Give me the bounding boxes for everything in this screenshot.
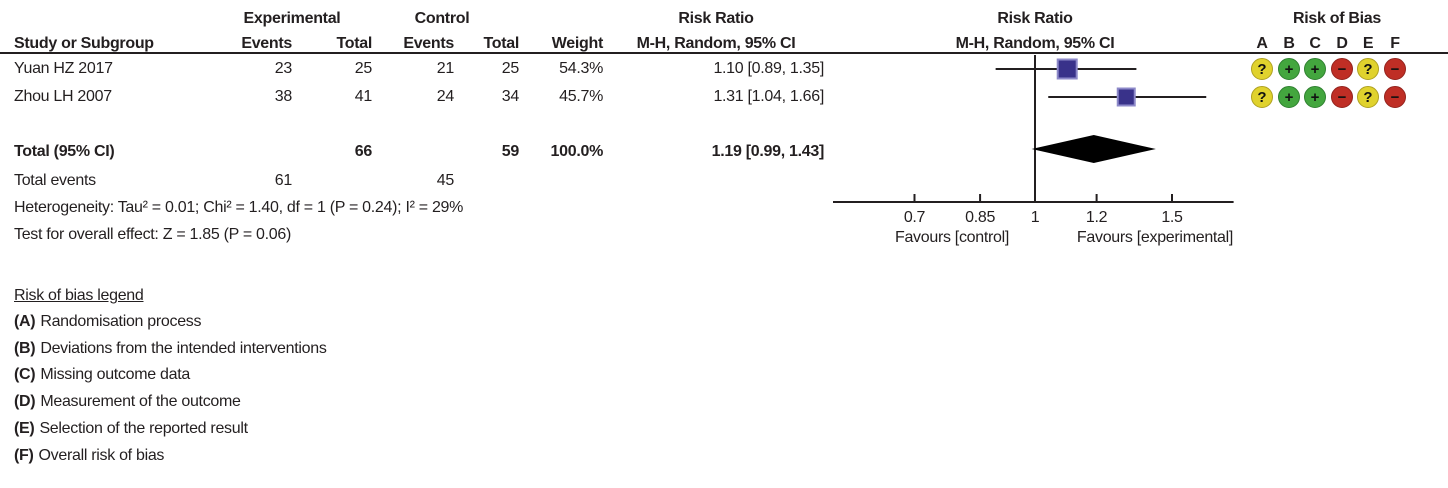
overall-effect-test: Test for overall effect: Z = 1.85 (P = 0… (14, 226, 292, 243)
study-column-header: Study or Subgroup (14, 35, 154, 52)
mh-random-ci-plot-header: M-H, Random, 95% CI (955, 35, 1115, 52)
rob-circle-c: + (1304, 86, 1326, 108)
rob-legend-key: (E) (14, 420, 35, 437)
axis-tick-label: 0.85 (965, 209, 995, 226)
study-rr-ci: 1.31 [1.04, 1.66] (713, 88, 824, 105)
study-rr-ci: 1.10 [0.89, 1.35] (713, 60, 824, 77)
rob-legend-item: (A) Randomisation process (14, 313, 202, 331)
study-weight: 54.3% (559, 60, 603, 77)
rob-legend-item: (E) Selection of the reported result (14, 420, 248, 438)
rob-column-a: A (1256, 35, 1268, 52)
total-events-exp: 61 (274, 172, 293, 189)
heterogeneity-stats: Heterogeneity: Tau² = 0.01; Chi² = 1.40,… (14, 199, 464, 216)
axis-tick-label: 1.2 (1086, 209, 1108, 226)
effect-square (1116, 87, 1136, 107)
rob-legend-key: (F) (14, 447, 34, 464)
favours-control-label: Favours [control] (895, 229, 1009, 246)
rob-legend-item: (F) Overall risk of bias (14, 447, 164, 465)
favours-experimental-label: Favours [experimental] (1077, 229, 1233, 246)
study-total-ctl: 25 (501, 60, 520, 77)
rob-column-e: E (1362, 35, 1374, 52)
study-events-ctl: 21 (436, 60, 455, 77)
study-events-ctl: 24 (436, 88, 455, 105)
total-weight: 100.0% (550, 143, 604, 160)
total-rr-ci: 1.19 [0.99, 1.43] (711, 143, 825, 160)
rob-legend-text: Missing outcome data (40, 366, 190, 383)
rob-legend-text: Randomisation process (40, 313, 202, 330)
rob-legend-item: (C) Missing outcome data (14, 366, 190, 384)
rob-legend-text: Selection of the reported result (39, 420, 248, 437)
effect-square (1056, 58, 1078, 80)
rob-column-b: B (1283, 35, 1295, 52)
risk-of-bias-title: Risk of Bias (1293, 10, 1381, 27)
rob-circle-f: − (1384, 58, 1406, 80)
total-row-label: Total (95% CI) (14, 143, 115, 160)
risk-ratio-text-column-title: Risk Ratio (678, 10, 754, 27)
rob-legend-item: (D) Measurement of the outcome (14, 393, 241, 411)
total-n-exp: 66 (354, 143, 373, 160)
study-name: Zhou LH 2007 (14, 88, 112, 105)
rob-legend-key: (C) (14, 366, 36, 383)
study-total-ctl: 34 (501, 88, 520, 105)
mh-random-ci-text-header: M-H, Random, 95% CI (636, 35, 796, 52)
study-events-exp: 38 (274, 88, 293, 105)
rob-circle-e: ? (1357, 58, 1379, 80)
events-ctl-column-header: Events (403, 35, 454, 52)
rob-circle-d: − (1331, 86, 1353, 108)
rob-circle-b: + (1278, 58, 1300, 80)
total-events-ctl: 45 (436, 172, 455, 189)
study-name: Yuan HZ 2017 (14, 60, 113, 77)
rob-legend-text: Deviations from the intended interventio… (40, 340, 327, 357)
study-events-exp: 23 (274, 60, 293, 77)
axis-tick-label: 0.7 (904, 209, 926, 226)
rob-column-f: F (1390, 35, 1400, 52)
rob-circle-a: ? (1251, 58, 1273, 80)
total-events-label: Total events (14, 172, 96, 189)
control-group-header: Control (414, 10, 470, 27)
rob-circle-d: − (1331, 58, 1353, 80)
rob-legend-key: (B) (14, 340, 36, 357)
study-total-exp: 25 (354, 60, 373, 77)
rob-circle-c: + (1304, 58, 1326, 80)
rob-circle-e: ? (1357, 86, 1379, 108)
header-divider-line (0, 52, 1448, 54)
rob-legend-title: Risk of bias legend (14, 287, 144, 304)
rob-legend-item: (B) Deviations from the intended interven… (14, 340, 327, 358)
rob-circle-f: − (1384, 86, 1406, 108)
rob-circle-b: + (1278, 86, 1300, 108)
rob-legend-text: Overall risk of bias (38, 447, 165, 464)
rob-circle-a: ? (1251, 86, 1273, 108)
total-diamond (1031, 135, 1156, 163)
total-n-ctl: 59 (501, 143, 520, 160)
rob-column-c: C (1309, 35, 1321, 52)
study-total-exp: 41 (354, 88, 373, 105)
study-weight: 45.7% (559, 88, 603, 105)
rob-legend-text: Measurement of the outcome (40, 393, 241, 410)
risk-ratio-plot-title: Risk Ratio (997, 10, 1073, 27)
axis-tick-label: 1 (1031, 209, 1040, 226)
rob-column-d: D (1336, 35, 1348, 52)
total-ctl-column-header: Total (483, 35, 519, 52)
rob-legend-key: (D) (14, 393, 36, 410)
events-exp-column-header: Events (241, 35, 292, 52)
experimental-group-header: Experimental (243, 10, 341, 27)
total-exp-column-header: Total (336, 35, 372, 52)
weight-column-header: Weight (551, 35, 604, 52)
axis-tick-label: 1.5 (1161, 209, 1183, 226)
rob-legend-key: (A) (14, 313, 36, 330)
